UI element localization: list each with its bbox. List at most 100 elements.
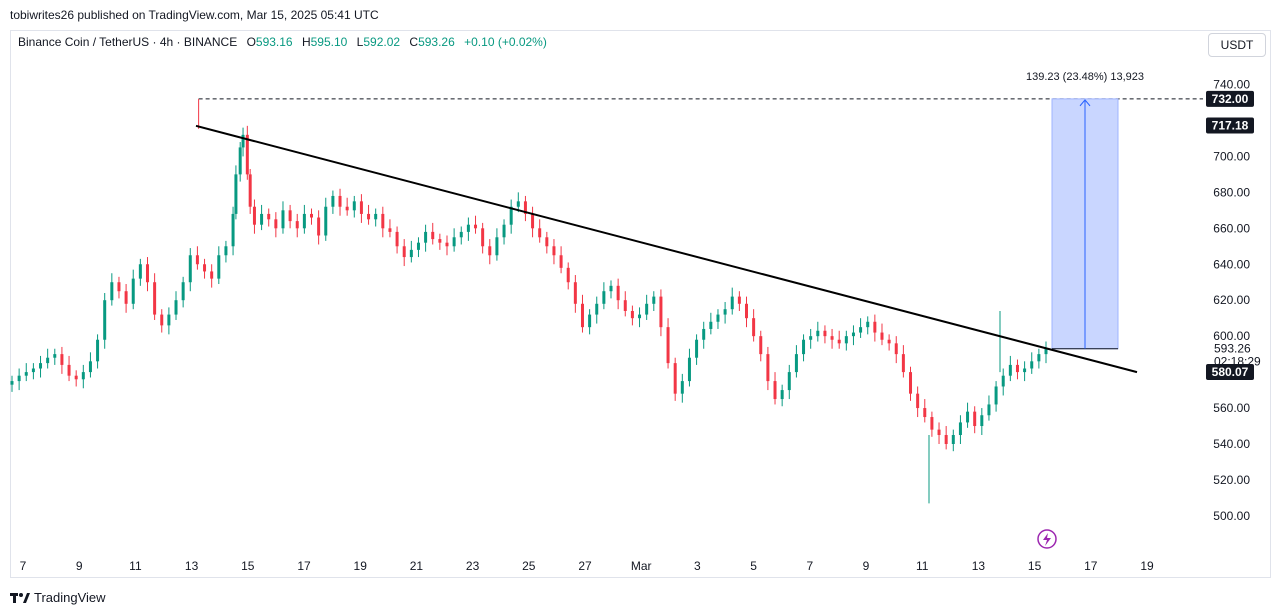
- candle-body: [580, 303, 584, 328]
- candle-body: [531, 213, 535, 229]
- candle: [673, 357, 677, 401]
- candle: [388, 219, 392, 238]
- candle: [24, 363, 28, 382]
- candle-body: [509, 206, 513, 225]
- candle-body: [809, 336, 813, 340]
- candle: [260, 204, 264, 231]
- candle-body: [602, 291, 606, 304]
- x-tick-label: 9: [863, 559, 870, 573]
- candle-body: [281, 210, 285, 229]
- candle-body: [124, 291, 128, 304]
- x-tick-label: 19: [354, 559, 368, 573]
- y-tick-label: 540.00: [1213, 437, 1250, 451]
- candle: [666, 318, 670, 369]
- candle-body: [737, 296, 741, 304]
- candle-body: [1023, 368, 1027, 373]
- candle-body: [723, 309, 727, 315]
- candle-body: [759, 336, 763, 355]
- candle-body: [96, 339, 100, 362]
- candle: [773, 372, 777, 405]
- candle-body: [495, 237, 499, 256]
- candle: [602, 282, 606, 310]
- footer-brand: TradingView: [10, 590, 106, 605]
- candle: [830, 328, 834, 349]
- candle: [780, 384, 784, 407]
- candle-body: [352, 201, 356, 211]
- candle: [39, 355, 43, 378]
- candle-body: [338, 195, 342, 207]
- open-label: O: [246, 35, 256, 49]
- candle: [452, 228, 456, 252]
- currency-button[interactable]: USDT: [1208, 33, 1266, 57]
- candle-body: [638, 314, 642, 319]
- descending-trendline: [195, 124, 1138, 374]
- candle-body: [873, 321, 877, 333]
- candle-body: [909, 372, 913, 394]
- candle: [1030, 352, 1034, 374]
- candle: [638, 307, 642, 328]
- candle-body: [752, 318, 756, 337]
- symbol-name[interactable]: Binance Coin / TetherUS · 4h · BINANCE: [18, 35, 238, 49]
- candle-body: [673, 363, 677, 394]
- candle-body: [359, 201, 363, 214]
- candle-body: [830, 336, 834, 340]
- candle: [17, 368, 21, 391]
- candle-body: [234, 174, 238, 214]
- candle: [766, 346, 770, 391]
- candle-body: [545, 237, 549, 247]
- candle: [709, 312, 713, 335]
- candle-body: [67, 364, 71, 376]
- candle: [880, 323, 884, 346]
- candle: [103, 293, 107, 349]
- candle: [737, 291, 741, 311]
- candle: [67, 355, 71, 382]
- candle-body: [916, 393, 920, 409]
- candle-body: [245, 134, 249, 175]
- candle-body: [730, 296, 734, 310]
- x-tick-label: 3: [694, 559, 701, 573]
- candle: [234, 165, 238, 220]
- candle: [81, 364, 85, 389]
- candle-body: [1037, 354, 1041, 362]
- candle: [816, 321, 820, 342]
- candle: [787, 364, 791, 400]
- y-tick-label: 740.00: [1213, 78, 1250, 92]
- candle: [794, 345, 798, 378]
- candle-body: [766, 354, 770, 382]
- candle: [117, 276, 121, 299]
- candle: [894, 336, 898, 364]
- candle: [609, 280, 613, 299]
- candle: [873, 314, 877, 342]
- candle-body: [680, 381, 684, 394]
- x-tick-label: 7: [806, 559, 813, 573]
- candle-body: [145, 264, 149, 283]
- candle-body: [702, 328, 706, 340]
- candle-body: [195, 255, 199, 265]
- candle: [716, 309, 720, 329]
- candle-body: [260, 213, 264, 225]
- y-tick-label: 620.00: [1213, 293, 1250, 307]
- price-label-box: [1206, 117, 1254, 134]
- candle-body: [951, 435, 955, 444]
- candle: [302, 204, 306, 234]
- candle: [901, 345, 905, 378]
- lightning-icon-bolt: [1043, 533, 1051, 546]
- candle: [231, 206, 235, 256]
- candle-body: [566, 267, 570, 283]
- candle-body: [716, 314, 720, 322]
- candle: [566, 262, 570, 290]
- candle-body: [944, 435, 948, 444]
- candle-body: [844, 336, 848, 344]
- candle: [1008, 355, 1012, 382]
- candle: [844, 330, 848, 351]
- price-label-box: [1206, 363, 1254, 380]
- candle-body: [474, 224, 478, 229]
- candle: [10, 375, 14, 392]
- candle: [238, 142, 242, 182]
- x-tick-label: 5: [750, 559, 757, 573]
- candle: [509, 199, 513, 234]
- candle-body: [744, 303, 748, 319]
- candle: [859, 318, 863, 338]
- candle-body: [1015, 364, 1019, 373]
